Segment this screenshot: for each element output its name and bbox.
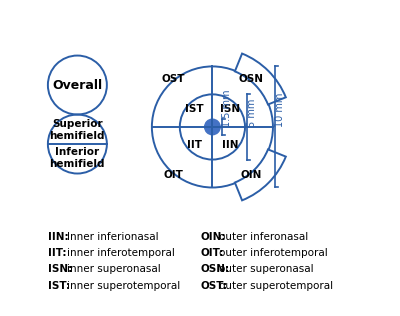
Wedge shape [235,53,286,105]
Text: inner superonasal: inner superonasal [67,264,161,275]
Text: OST:: OST: [200,281,227,291]
Text: IIN:: IIN: [48,232,68,242]
Text: OST: OST [162,74,185,84]
Text: ISN:: ISN: [48,264,72,275]
Text: 5 mm: 5 mm [247,99,257,127]
Text: IST: IST [185,104,204,114]
Text: outer superotemporal: outer superotemporal [219,281,333,291]
Circle shape [205,119,220,135]
Text: Superior
hemifield: Superior hemifield [50,119,105,141]
Text: outer inferonasal: outer inferonasal [219,232,308,242]
Text: Inferior
hemifield: Inferior hemifield [50,147,105,169]
Text: OIN:: OIN: [200,232,226,242]
Text: IIT: IIT [187,140,202,150]
Text: OSN: OSN [239,74,264,84]
Text: OIT:: OIT: [200,248,223,258]
Text: Overall: Overall [52,79,102,92]
Text: Inner inferionasal: Inner inferionasal [67,232,159,242]
Text: ISN: ISN [220,104,240,114]
Text: OIT: OIT [164,170,184,180]
Wedge shape [235,149,286,200]
Text: OSN:: OSN: [200,264,229,275]
Text: outer superonasal: outer superonasal [219,264,314,275]
Text: outer inferotemporal: outer inferotemporal [219,248,328,258]
Text: 10 mm: 10 mm [275,93,285,127]
Text: OIN: OIN [240,170,262,180]
Text: IST:: IST: [48,281,70,291]
Text: inner superotemporal: inner superotemporal [67,281,180,291]
Text: inner inferotemporal: inner inferotemporal [67,248,175,258]
Text: IIT:: IIT: [48,248,66,258]
Text: 1.5 mm: 1.5 mm [222,89,232,127]
Text: IIN: IIN [222,140,239,150]
